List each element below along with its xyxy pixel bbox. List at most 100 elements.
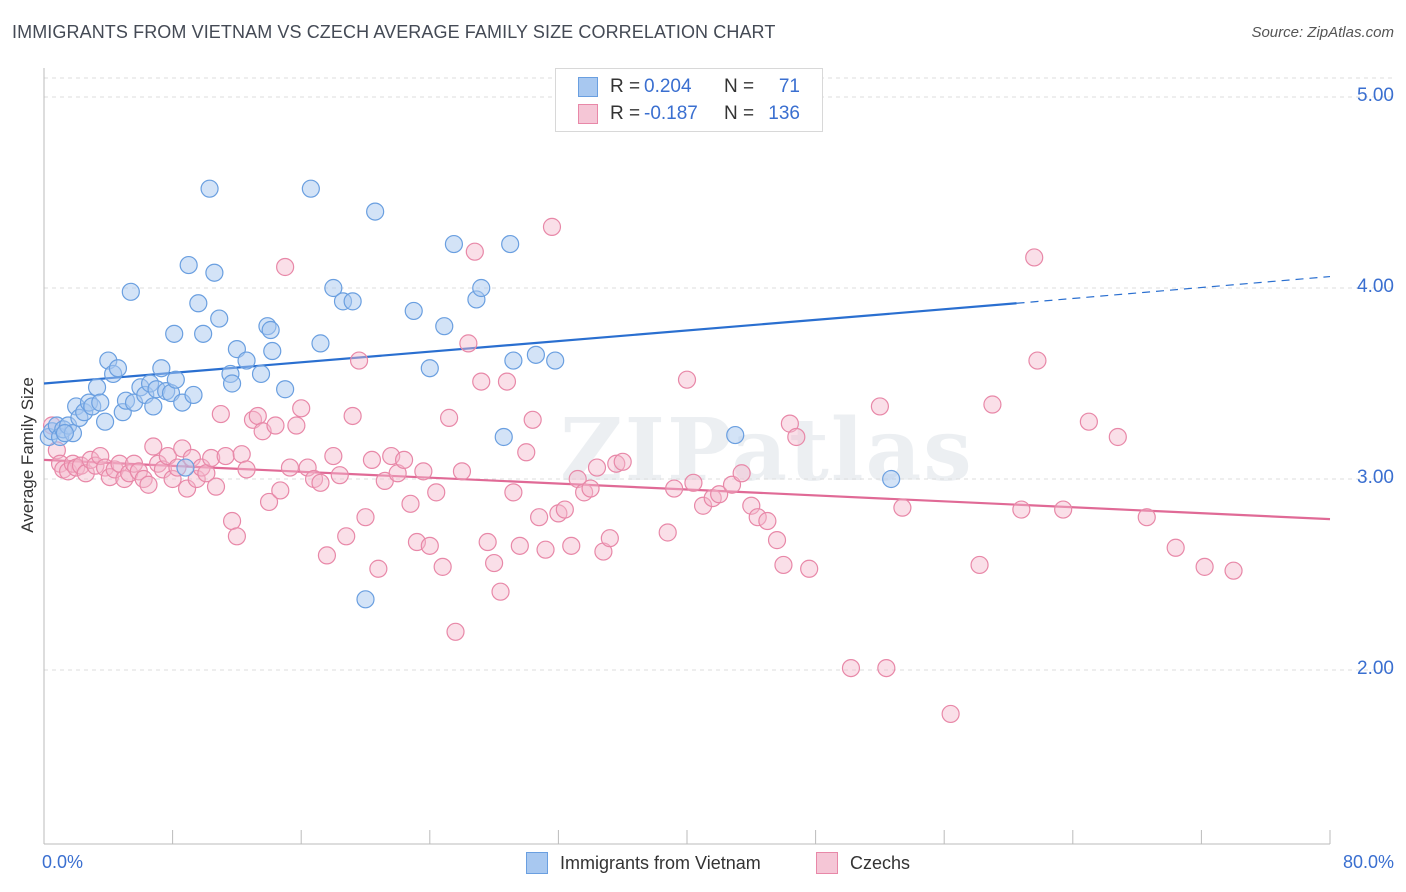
czechs-point (677, 370, 697, 389)
czechs-point (115, 469, 134, 489)
gridlines (44, 77, 1392, 671)
czechs-point (517, 443, 536, 462)
czechs-point (658, 523, 677, 542)
czechs-point (271, 481, 290, 500)
vietnam-point (263, 341, 282, 361)
vietnam-point (200, 179, 219, 198)
czechs-point (324, 446, 343, 466)
legend-row-vietnam: R = 0.204 N = 71 (578, 75, 800, 99)
legend-label: Immigrants from Vietnam (560, 852, 761, 873)
czechs-point (177, 479, 197, 498)
vietnam-point (176, 458, 195, 477)
czechs-point (227, 527, 246, 546)
czechs-point (76, 464, 95, 483)
vietnam-point (108, 359, 128, 378)
r-label: R = (610, 103, 641, 124)
vietnam-point (301, 179, 320, 198)
correlation-legend: R = 0.204 N = 71 R = -0.187 N = 136 (555, 68, 823, 132)
czechs-point (504, 483, 523, 502)
czechs-point (465, 242, 484, 261)
czechs-point (139, 475, 158, 494)
czechs-point (287, 416, 306, 435)
legend-label: Czechs (850, 852, 911, 873)
vietnam-point (184, 385, 203, 405)
czechs-point (81, 450, 100, 469)
czechs-point (163, 469, 182, 489)
czechs-point (105, 460, 124, 479)
czechs-point (665, 479, 684, 498)
czechs-point (248, 406, 267, 426)
czechs-point (732, 464, 751, 483)
czechs-point (420, 536, 439, 555)
r-value: -0.187 (644, 103, 698, 124)
vietnam-point (165, 324, 184, 343)
czechs-point (1012, 500, 1031, 519)
czechs-point (970, 555, 989, 575)
vietnam-point (91, 393, 110, 412)
vietnam-point (152, 359, 171, 378)
n-label: N = (724, 103, 755, 124)
czechs-point (748, 508, 767, 527)
vietnam-point (504, 351, 523, 370)
czechs-point (587, 458, 607, 477)
czechs-point (330, 466, 349, 485)
chart-title: IMMIGRANTS FROM VIETNAM VS CZECH AVERAGE… (12, 22, 776, 42)
vietnam-point (444, 234, 464, 254)
vietnam-point (324, 278, 343, 298)
czechs-point (536, 540, 555, 559)
vietnam-point (276, 380, 295, 399)
vietnam-point (882, 469, 901, 489)
vietnam-point (420, 359, 439, 378)
czechs-point (317, 546, 337, 565)
czechs-point (607, 454, 626, 473)
czechs-point (356, 508, 375, 527)
czechs-point (485, 553, 504, 573)
legend-item-czechs: Czechs (816, 852, 910, 874)
czechs-point (684, 473, 703, 492)
czechs-point (362, 450, 382, 469)
czechs-point (446, 622, 465, 641)
vietnam-point (222, 374, 242, 393)
czechs-point (600, 529, 619, 548)
czechs-point (433, 557, 452, 576)
vietnam-trend-extension (1016, 275, 1331, 304)
n-value: 71 (778, 76, 800, 97)
czechs-point (1137, 508, 1156, 527)
czechs-point (1224, 561, 1243, 580)
czechs-point (758, 511, 777, 531)
czechs-point (800, 559, 819, 578)
y-tick-label: 5.00 (1357, 85, 1394, 106)
vietnam-point (251, 364, 271, 384)
czechs-point (369, 559, 388, 578)
czechs-point (613, 452, 632, 471)
blue-swatch (578, 77, 598, 97)
vietnam-point (343, 292, 362, 311)
czechs-point (693, 496, 713, 515)
czechs-point (497, 372, 517, 391)
czechs-point (983, 395, 1002, 414)
czechs-point (298, 458, 317, 477)
vietnam-point (472, 278, 491, 298)
czechs-point (232, 445, 251, 464)
czechs-point (153, 460, 173, 479)
czechs-point (216, 446, 235, 466)
czechs-point (211, 404, 230, 424)
vietnam-point (144, 397, 163, 416)
source-label: Source: ZipAtlas.com (1251, 24, 1394, 41)
czechs-point (280, 458, 300, 477)
czechs-point (276, 257, 295, 277)
vietnam-point (311, 334, 330, 353)
czechs-point (941, 704, 960, 724)
czechs-point (710, 485, 729, 504)
vietnam-point (261, 320, 280, 340)
czechs-trend-line (43, 458, 1331, 521)
n-value: 136 (768, 103, 800, 124)
czechs-point (343, 406, 362, 426)
czechs-point (401, 494, 420, 513)
czechs-point (523, 410, 542, 429)
vietnam-point (179, 255, 198, 275)
czechs-point (292, 399, 311, 418)
y-axis-label: Average Family Size (18, 377, 37, 533)
vietnam-point (189, 294, 208, 313)
czechs-point (187, 469, 206, 489)
